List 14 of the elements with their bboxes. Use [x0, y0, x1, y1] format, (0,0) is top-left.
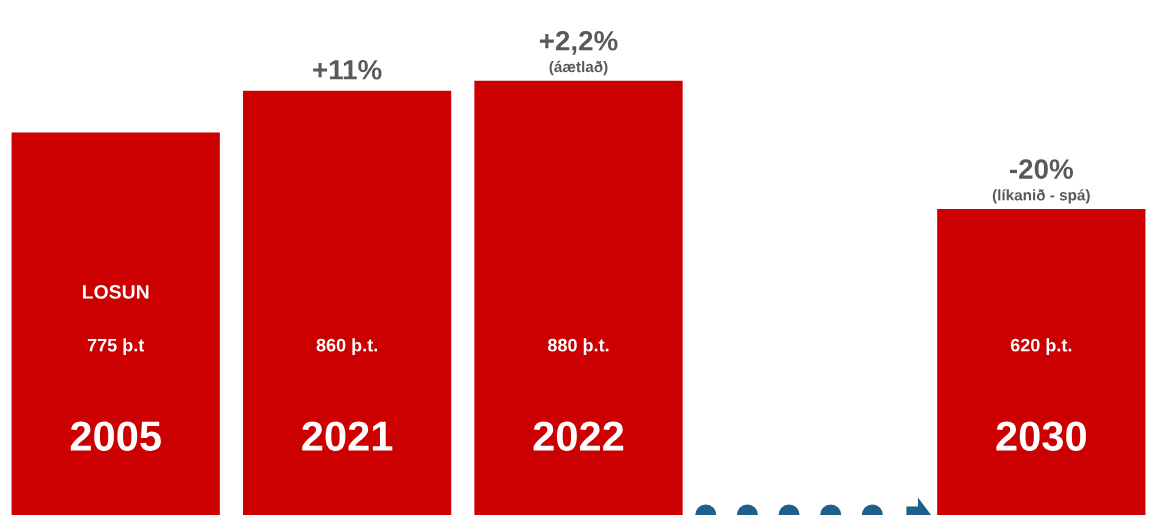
- x-tick-label: 2030: [996, 421, 1086, 451]
- data-label: 860 þ.t.: [316, 338, 377, 356]
- data-label: 880 þ.t.: [547, 338, 609, 356]
- annotation: LOSUN: [82, 285, 149, 299]
- x-tick-label: 2021: [302, 421, 393, 451]
- data-label: 775 þ.t: [87, 338, 145, 356]
- annotation: +2,2%: [539, 30, 618, 55]
- data-label: 620 þ.t.: [1010, 338, 1072, 356]
- annotation: -20%: [1009, 159, 1073, 179]
- x-tick-label: 2005: [70, 421, 161, 451]
- annotation: +11%: [313, 60, 382, 80]
- annotation: (áætlað): [549, 60, 608, 76]
- annotation: (líkanið - spá): [992, 189, 1090, 204]
- x-tick-label: 2022: [533, 421, 624, 451]
